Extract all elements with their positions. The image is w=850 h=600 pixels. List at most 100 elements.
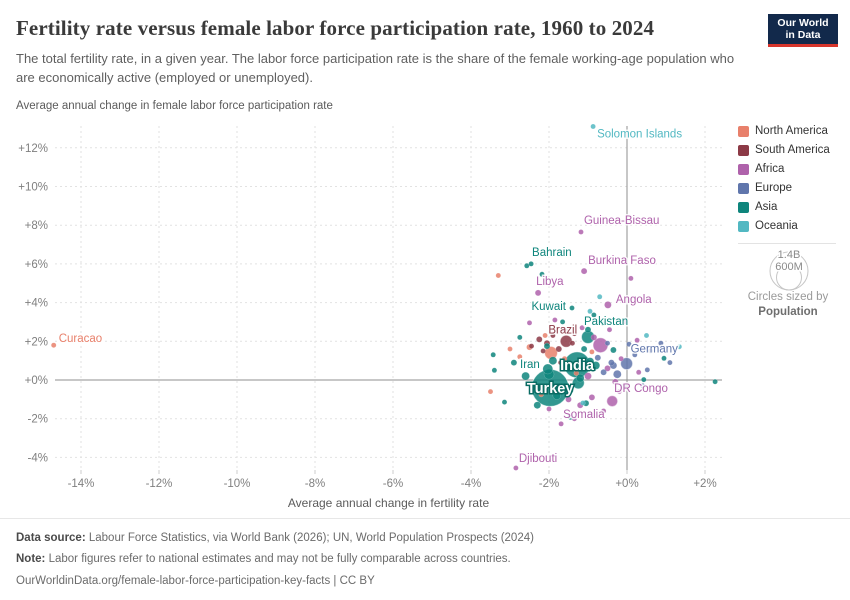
point-asia[interactable] (510, 359, 518, 366)
point-africa[interactable] (604, 365, 611, 372)
point-asia[interactable] (517, 334, 523, 341)
point-oceania[interactable] (580, 400, 586, 406)
point-africa[interactable] (546, 406, 552, 412)
point-africa[interactable] (600, 408, 607, 414)
point-asia[interactable] (580, 345, 588, 353)
point-libya[interactable] (534, 289, 542, 297)
point-asia[interactable] (529, 385, 538, 394)
legend-item-africa[interactable]: Africa (738, 163, 842, 175)
point-bahrain[interactable] (528, 261, 534, 267)
point-asia[interactable] (539, 271, 545, 278)
point-north-america[interactable] (542, 332, 548, 339)
owid-logo[interactable]: Our World in Data (768, 14, 838, 47)
point-europe[interactable] (658, 340, 664, 346)
point-brazil[interactable] (559, 334, 573, 348)
point-guinea-bissau[interactable] (578, 229, 584, 235)
point-kuwait[interactable] (569, 305, 575, 311)
point-asia[interactable] (575, 373, 585, 383)
point-dr-congo[interactable] (606, 395, 619, 408)
point-north-america[interactable] (573, 370, 580, 376)
point-asia[interactable] (552, 391, 562, 400)
point-europe[interactable] (600, 369, 607, 376)
point-oceania[interactable] (643, 332, 650, 339)
point-africa[interactable] (579, 325, 585, 331)
point-asia[interactable] (533, 401, 542, 409)
point-asia[interactable] (490, 352, 496, 358)
point-iran[interactable] (542, 363, 554, 375)
point-asia[interactable] (641, 376, 647, 383)
point-oceania[interactable] (596, 294, 603, 300)
point-north-america[interactable] (487, 388, 494, 395)
point-burkina-faso[interactable] (580, 267, 588, 275)
point-north-america[interactable] (530, 359, 537, 366)
point-africa[interactable] (618, 355, 624, 362)
footer-link[interactable]: OurWorldinData.org/female-labor-force-pa… (16, 574, 375, 587)
point-oceania[interactable] (587, 308, 593, 315)
point-asia[interactable] (559, 319, 566, 325)
point-asia[interactable] (521, 371, 530, 381)
point-south-america[interactable] (571, 330, 578, 337)
point-germany[interactable] (620, 357, 634, 371)
legend-item-asia[interactable]: Asia (738, 201, 842, 213)
point-south-america[interactable] (569, 340, 576, 346)
point-africa[interactable] (622, 319, 628, 325)
point-africa[interactable] (552, 317, 558, 323)
point-asia[interactable] (600, 321, 607, 327)
point-south-america[interactable] (557, 359, 564, 366)
point-africa[interactable] (584, 372, 592, 380)
point-africa[interactable] (616, 388, 622, 395)
point-europe[interactable] (644, 367, 651, 373)
point-somalia[interactable] (558, 421, 564, 427)
point-asia[interactable] (591, 312, 597, 318)
legend-item-north-america[interactable]: North America (738, 125, 842, 137)
point-north-america[interactable] (507, 346, 513, 352)
point-asia[interactable] (543, 342, 551, 350)
point-africa[interactable] (588, 394, 596, 401)
point-asia[interactable] (584, 326, 592, 333)
legend-item-europe[interactable]: Europe (738, 182, 842, 194)
point-asia[interactable] (548, 356, 558, 365)
point-europe[interactable] (667, 359, 673, 366)
point-angola[interactable] (604, 301, 612, 309)
point-north-america[interactable] (538, 391, 544, 398)
point-south-america[interactable] (550, 332, 556, 339)
point-asia[interactable] (491, 367, 498, 374)
point-europe[interactable] (594, 354, 602, 361)
point-africa[interactable] (590, 334, 598, 341)
point-curacao[interactable] (50, 342, 57, 348)
legend-item-south-america[interactable]: South America (738, 144, 842, 156)
point-africa[interactable] (565, 396, 572, 403)
point-europe[interactable] (647, 348, 654, 354)
point-europe[interactable] (639, 383, 646, 389)
point-africa[interactable] (606, 326, 613, 333)
point-south-america[interactable] (528, 343, 535, 349)
point-djibouti[interactable] (513, 465, 519, 471)
point-south-america[interactable] (536, 336, 543, 343)
point-south-america[interactable] (555, 345, 563, 353)
point-asia[interactable] (610, 346, 617, 354)
point-asia[interactable] (501, 399, 508, 405)
point-oceania[interactable] (676, 343, 683, 350)
point-north-america[interactable] (561, 355, 568, 362)
point-europe[interactable] (586, 364, 594, 371)
point-south-america[interactable] (540, 348, 546, 354)
point-asia[interactable] (524, 263, 530, 269)
point-africa[interactable] (561, 326, 568, 333)
point-solomon-islands[interactable] (590, 123, 596, 130)
point-asia[interactable] (712, 378, 718, 385)
point-europe[interactable] (613, 369, 622, 379)
legend-item-oceania[interactable]: Oceania (738, 220, 842, 232)
point-africa[interactable] (612, 378, 619, 386)
point-africa[interactable] (571, 415, 578, 422)
point-africa[interactable] (634, 337, 640, 344)
point-north-america[interactable] (589, 349, 595, 355)
point-north-america[interactable] (495, 272, 502, 279)
point-europe[interactable] (608, 359, 615, 366)
point-north-america[interactable] (517, 354, 523, 360)
point-africa[interactable] (635, 369, 642, 376)
point-asia[interactable] (563, 384, 574, 395)
point-africa[interactable] (628, 275, 634, 282)
point-asia[interactable] (661, 355, 667, 362)
point-africa[interactable] (526, 320, 533, 326)
point-europe[interactable] (632, 352, 638, 358)
